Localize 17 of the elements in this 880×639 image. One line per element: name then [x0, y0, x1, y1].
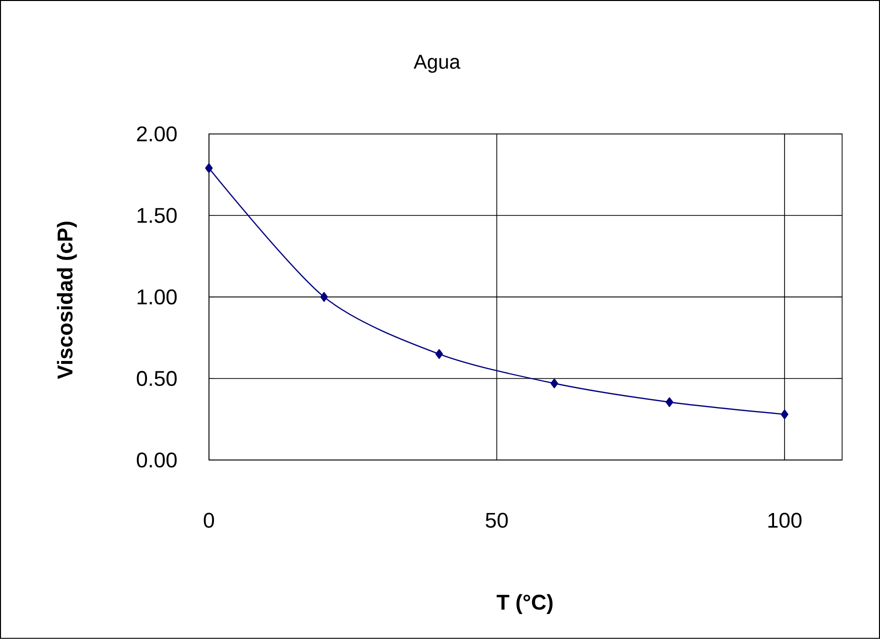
x-tick-label: 0 [204, 512, 214, 528]
point [666, 397, 674, 408]
point [205, 163, 213, 174]
x-axis-title: T (°C) [496, 594, 553, 614]
y-tick-label: 2.00 [137, 126, 177, 142]
point [435, 349, 443, 359]
point [320, 292, 328, 302]
point [550, 378, 558, 388]
y-tick-label: 1.00 [138, 289, 177, 305]
point [780, 410, 788, 420]
y-tick-label: 0.50 [136, 370, 177, 386]
y-axis-title: Viscosidad (cP) [56, 222, 77, 380]
x-tick-label: 50 [486, 512, 508, 528]
y-tick-label: 1.50 [138, 208, 177, 224]
chart-title: Agua [414, 54, 460, 73]
y-tick-label: 0.00 [136, 452, 177, 468]
x-tick-label: 100 [768, 512, 802, 528]
